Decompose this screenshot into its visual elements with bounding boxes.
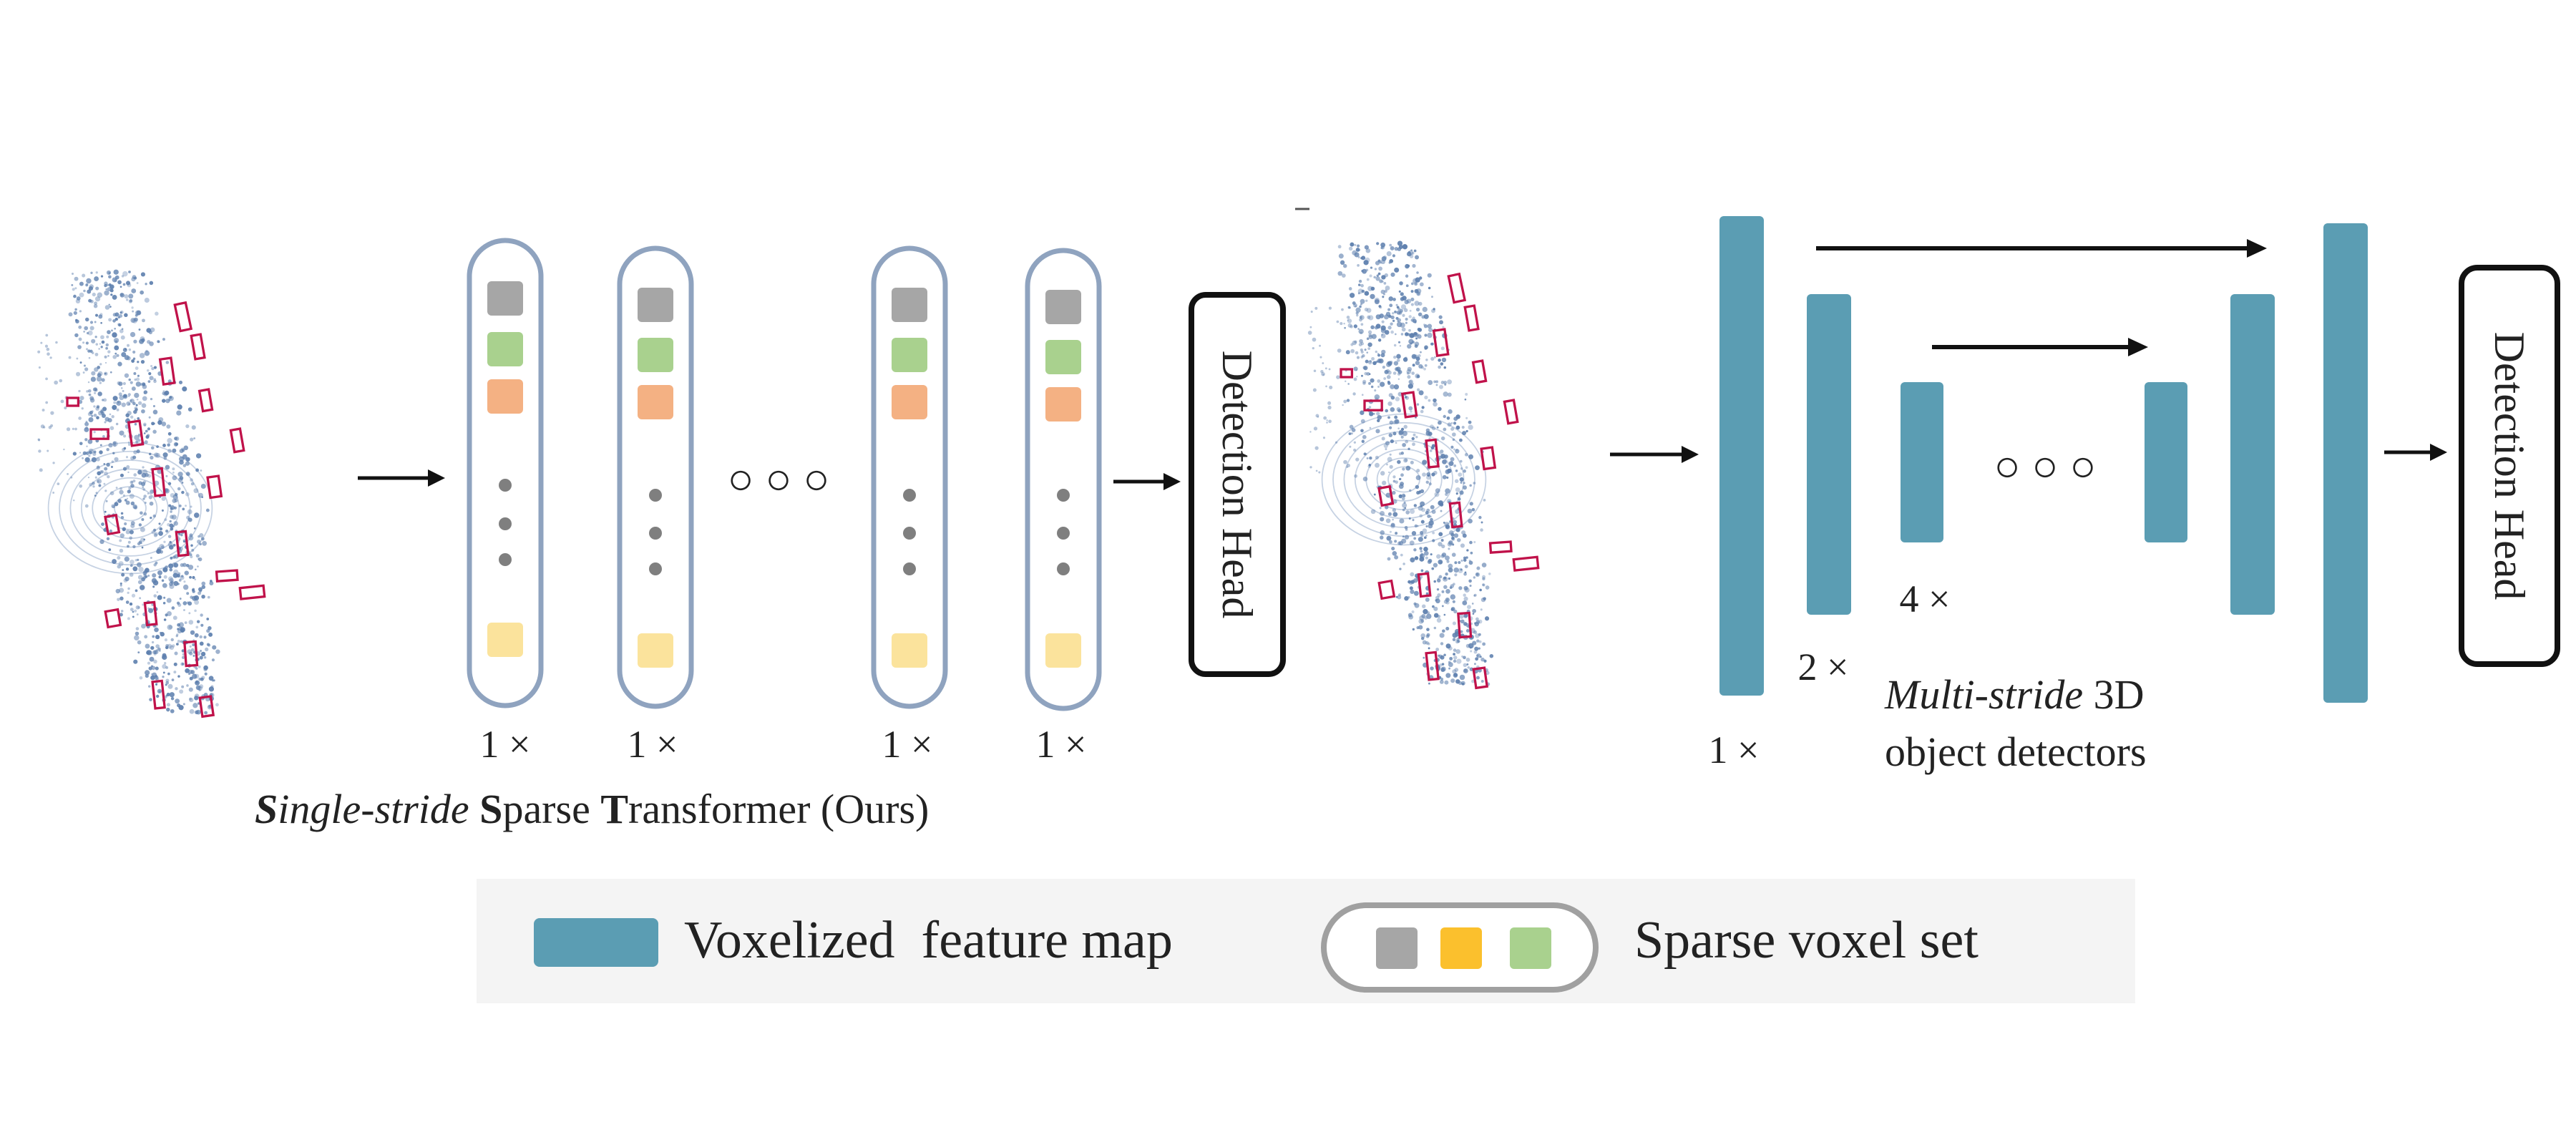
vertical-dots [903, 489, 916, 502]
feature-map-2x [1807, 294, 1851, 615]
voxel-gray [638, 288, 673, 322]
ellipsis-right: ○ ○ ○ [1994, 442, 2096, 491]
stride-label: 1 × [882, 723, 933, 766]
stride-label: 1 × [1036, 723, 1087, 766]
vertical-dots [1057, 489, 1070, 502]
sparse-voxel-set [1025, 248, 1102, 711]
point-cloud-scene-left [37, 269, 266, 718]
skip-connection-2x [1932, 338, 2148, 356]
sparse-voxel-set [617, 245, 694, 709]
stride-label-4x: 4 × [1900, 578, 1951, 620]
feature-map-2x-up [2230, 294, 2275, 615]
stride-label-1x: 1 × [1709, 729, 1760, 771]
voxel-green [638, 338, 673, 372]
vertical-dots [649, 489, 662, 502]
feature-map-4x-up [2145, 382, 2187, 542]
legend-voxel-map-swatch [534, 918, 658, 967]
sparse-voxel-set [467, 238, 544, 708]
feature-map-1x-up [2323, 223, 2368, 703]
voxel-green [487, 332, 523, 366]
ellipsis-left: ○ ○ ○ [727, 455, 829, 504]
voxel-gray [892, 288, 927, 322]
voxel-orange [892, 385, 927, 419]
sparse-voxel-set [871, 245, 948, 709]
voxel-gray [1045, 290, 1081, 324]
feature-map-1x [1719, 216, 1764, 696]
point-cloud-scene-right [1307, 240, 1540, 690]
voxel-gray [487, 281, 523, 316]
legend-sparse-set-label: Sparse voxel set [1634, 911, 1979, 970]
legend-background [477, 879, 2135, 1003]
vertical-dots [499, 479, 512, 492]
input-arrow-right [1610, 446, 1699, 463]
legend-voxel-map-label: Voxelized feature map [684, 911, 1173, 970]
voxel-green [1045, 340, 1081, 374]
input-arrow-left [358, 469, 445, 487]
voxel-yellow [1045, 633, 1081, 668]
single-stride-caption: Single-stride Sparse Transformer (Ours) [255, 786, 929, 832]
multi-stride-caption-line2: object detectors [1885, 729, 2147, 775]
legend: Voxelized feature map Sparse voxel set [477, 879, 2135, 1003]
voxel-orange [487, 379, 523, 414]
detection-head-label: Detection Head [1214, 351, 1261, 619]
stride-label: 1 × [628, 723, 678, 766]
stride-label: 1 × [480, 723, 531, 766]
voxel-green [892, 338, 927, 372]
multi-stride-caption: Multi-stride 3D [1884, 671, 2144, 718]
stride-label-2x: 2 × [1798, 645, 1849, 688]
voxel-yellow [892, 633, 927, 668]
voxel-yellow [487, 623, 523, 657]
voxel-orange [638, 385, 673, 419]
voxel-yellow [638, 633, 673, 668]
arrow-to-detection-head-left [1113, 473, 1181, 490]
feature-map-4x [1901, 382, 1943, 542]
legend-sparse-set-swatch [1321, 902, 1599, 993]
voxel-orange [1045, 387, 1081, 422]
detection-head-right: Detection Head [2459, 265, 2560, 667]
skip-connection-1x [1816, 239, 2267, 258]
feature-map-stack [1719, 216, 2368, 703]
arrow-to-detection-head-right [2384, 444, 2447, 461]
detection-head-left: Detection Head [1189, 292, 1286, 677]
detection-head-label: Detection Head [2486, 332, 2533, 600]
